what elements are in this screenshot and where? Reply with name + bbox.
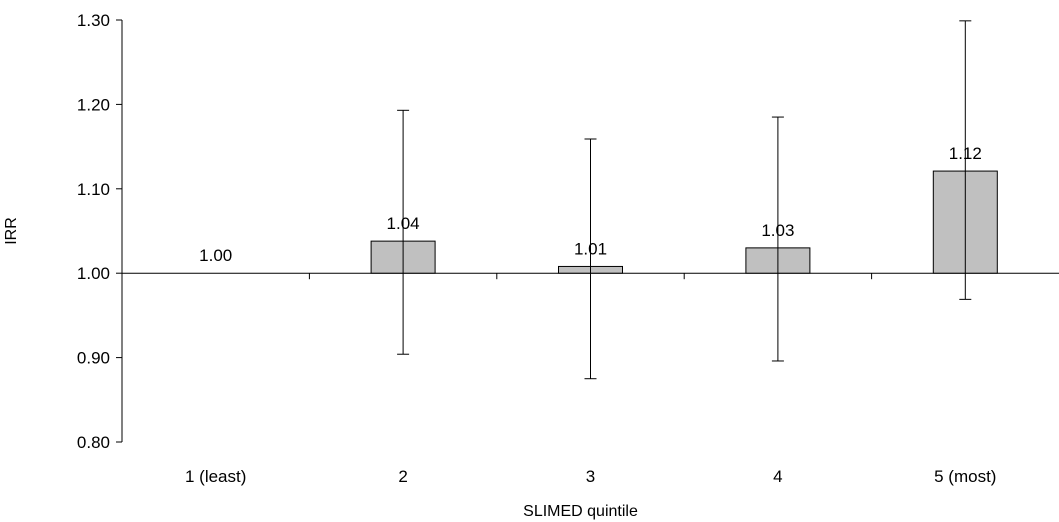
data-label: 1.03 — [761, 221, 794, 240]
x-axis-title: SLIMED quintile — [523, 503, 638, 520]
x-tick-label: 1 (least) — [185, 467, 246, 486]
data-label: 1.00 — [199, 246, 232, 265]
data-label: 1.01 — [574, 239, 607, 258]
x-tick-label: 3 — [586, 467, 595, 486]
y-tick-label: 1.30 — [77, 11, 110, 30]
y-tick-label: 0.80 — [77, 433, 110, 452]
x-tick-label: 4 — [773, 467, 782, 486]
x-tick-label: 2 — [398, 467, 407, 486]
data-label: 1.12 — [949, 144, 982, 163]
y-tick-label: 0.90 — [77, 349, 110, 368]
y-axis-title: IRR — [3, 217, 20, 245]
y-tick-label: 1.00 — [77, 264, 110, 283]
data-label: 1.04 — [387, 214, 420, 233]
x-tick-label: 5 (most) — [934, 467, 996, 486]
y-tick-label: 1.20 — [77, 95, 110, 114]
y-tick-label: 1.10 — [77, 180, 110, 199]
